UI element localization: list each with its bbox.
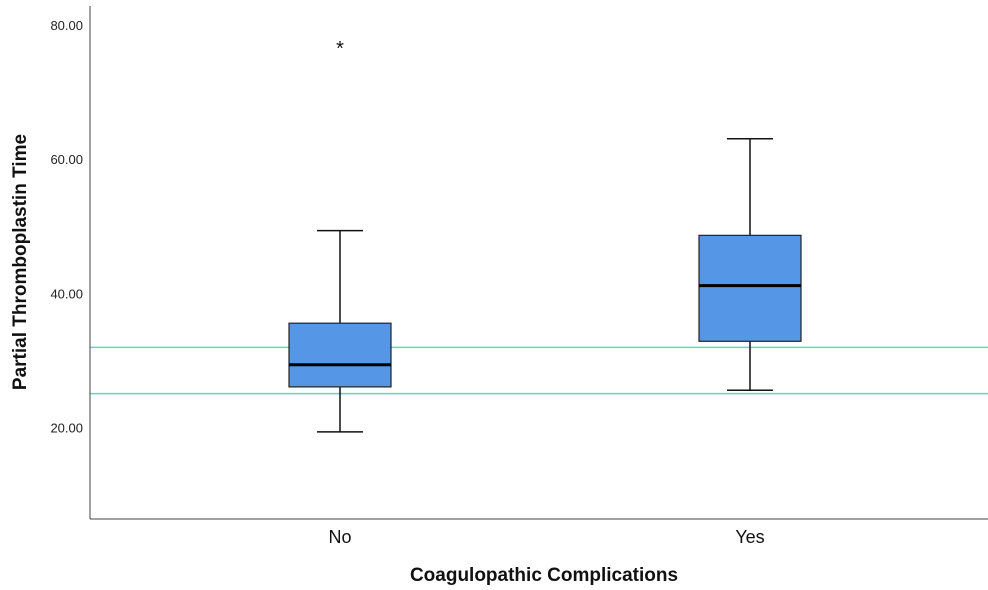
box-yes [698, 138, 802, 391]
interquartile-box [288, 322, 392, 388]
y-tick-label: 80.00 [50, 18, 83, 33]
interquartile-box [698, 234, 802, 342]
y-axis-title: Partial Thromboplastin Time [10, 134, 31, 390]
x-axis-title: Coagulopathic Complications [410, 565, 678, 586]
outlier-marker: * [336, 38, 344, 60]
y-tick-label: 20.00 [50, 420, 83, 435]
y-tick-label: 60.00 [50, 152, 83, 167]
reference-lines [90, 346, 988, 395]
x-tick-label-yes: Yes [735, 527, 764, 547]
x-tick-labels: No Yes [328, 527, 764, 547]
box-no: * [288, 38, 392, 433]
box-plot-series: * [288, 38, 802, 433]
y-tick-labels: 20.00 40.00 60.00 80.00 [50, 18, 83, 435]
y-tick-label: 40.00 [50, 286, 83, 301]
axes [89, 6, 988, 520]
x-tick-label-no: No [328, 527, 351, 547]
